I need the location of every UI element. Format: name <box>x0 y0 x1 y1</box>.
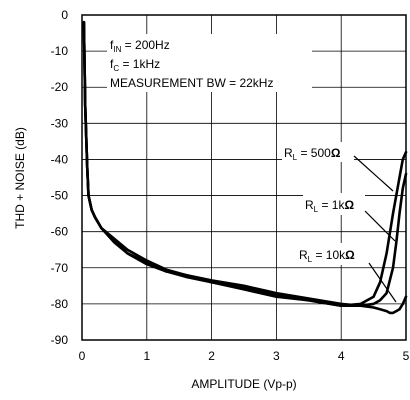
y-tick-label: -90 <box>51 333 69 347</box>
y-tick-label: 0 <box>61 8 68 22</box>
y-tick-label: -60 <box>51 225 69 239</box>
condition-bw: MEASUREMENT BW = 22kHz <box>110 76 273 90</box>
x-tick-label: 3 <box>273 349 280 363</box>
y-tick-label: -30 <box>51 116 69 130</box>
x-tick-label: 2 <box>208 349 215 363</box>
x-axis-label: AMPLITUDE (Vp-p) <box>191 377 296 391</box>
y-tick-label: -20 <box>51 80 69 94</box>
y-tick-label: -50 <box>51 189 69 203</box>
x-tick-label: 5 <box>403 349 410 363</box>
x-tick-label: 4 <box>338 349 345 363</box>
y-tick-label: -80 <box>51 297 69 311</box>
series-label-rl-1k: RL = 1kΩ <box>305 198 354 214</box>
x-tick-label: 1 <box>143 349 150 363</box>
x-tick-label: 0 <box>79 349 86 363</box>
x-tick-labels: 0 1 2 3 4 5 <box>79 349 410 363</box>
y-tick-label: -10 <box>51 44 69 58</box>
series-label-rl-500: RL = 500Ω <box>284 146 341 162</box>
pointer-rl-500 <box>354 156 393 191</box>
y-tick-label: -70 <box>51 261 69 275</box>
y-axis-label: THD + NOISE (dB) <box>13 127 27 229</box>
y-tick-labels: 0 -10 -20 -30 -40 -50 -60 -70 -80 -90 <box>51 8 69 347</box>
series-label-rl-10k: RL = 10kΩ <box>299 248 355 264</box>
y-tick-label: -40 <box>51 152 69 166</box>
